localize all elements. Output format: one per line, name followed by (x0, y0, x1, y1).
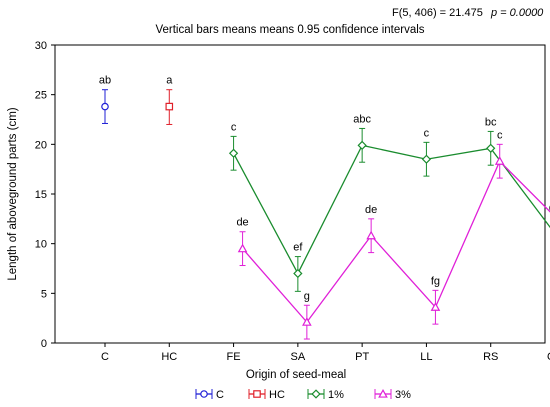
data-point (101, 102, 109, 111)
y-tick-label: 10 (35, 239, 47, 251)
y-tick-label: 25 (35, 90, 47, 102)
legend-label: 1% (328, 389, 344, 401)
data-point (430, 302, 441, 311)
data-point (357, 140, 367, 150)
y-tick-label: 30 (35, 40, 47, 52)
significance-label: a (166, 75, 173, 87)
data-point (366, 230, 376, 240)
significance-label: c (497, 129, 503, 141)
series-layer: abacefabccbcdedegdefgcd (99, 75, 550, 340)
chart-title: Vertical bars means means 0.95 confidenc… (155, 24, 424, 36)
legend-label: C (216, 389, 224, 401)
significance-label: bc (485, 116, 497, 128)
data-point (486, 143, 496, 153)
significance-label: g (304, 290, 310, 302)
y-tick-label: 0 (41, 338, 47, 350)
legend-marker (311, 389, 321, 399)
data-point (421, 154, 432, 164)
significance-label: c (424, 127, 430, 139)
series-line (242, 160, 550, 324)
x-tick-label: HC (161, 351, 177, 363)
plot-area (54, 44, 546, 344)
p-value-label: p = 0.0000 (490, 7, 544, 19)
significance-label: de (236, 217, 248, 229)
significance-label: abc (353, 113, 371, 125)
legend-marker (378, 388, 388, 398)
data-point (302, 317, 312, 326)
data-point (237, 243, 248, 253)
data-point (494, 156, 505, 165)
significance-label: de (549, 202, 550, 214)
series-3: degdefgcd (236, 129, 550, 340)
x-tick-label: RS (483, 351, 498, 363)
x-tick-label: PT (355, 351, 369, 363)
x-tick-label: C (101, 351, 109, 363)
y-axis: 0 5 10 15 20 25 30 (35, 40, 55, 350)
plot-border (54, 44, 546, 344)
significance-label: ab (99, 75, 111, 87)
legend-marker (200, 390, 208, 398)
y-tick-label: 20 (35, 139, 47, 151)
y-tick-label: 5 (41, 288, 47, 300)
data-point (165, 102, 174, 111)
x-axis-label: Origin of seed-meal (246, 369, 346, 381)
significance-label: de (365, 204, 377, 216)
x-tick-label: LL (420, 351, 432, 363)
data-point (228, 148, 239, 158)
legend-label: 3% (395, 389, 411, 401)
significance-label: fg (431, 275, 440, 287)
x-tick-label: SA (291, 351, 306, 363)
x-tick-label: FE (227, 351, 241, 363)
f-statistic-label: F(5, 406) = 21.475 (392, 7, 483, 19)
series-1: a (165, 75, 174, 125)
legend-label: HC (269, 389, 285, 401)
legend: C HC 1% 3% (195, 388, 411, 401)
x-axis: C HC FE SA PT LL RS OS (101, 343, 550, 363)
x-tick-label: OS (547, 351, 550, 363)
y-tick-label: 15 (35, 189, 47, 201)
legend-marker (253, 390, 261, 398)
y-axis-label: Length of aboveground parts (cm) (7, 107, 19, 280)
data-point (293, 268, 303, 279)
series-0: ab (99, 75, 111, 124)
significance-label: ef (293, 242, 303, 254)
significance-label: c (231, 121, 237, 133)
